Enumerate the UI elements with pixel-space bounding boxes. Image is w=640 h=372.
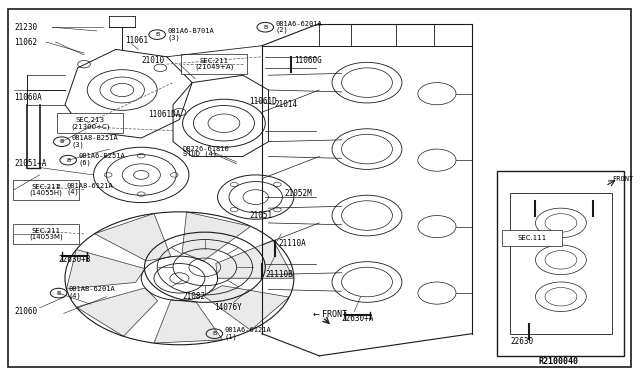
Text: 21230: 21230 [14,23,37,32]
Text: (4): (4) [68,293,81,299]
Text: 21051+A: 21051+A [14,159,47,169]
Text: 081A6-B251A: 081A6-B251A [78,154,125,160]
Text: B: B [212,331,216,336]
Text: (6): (6) [78,160,91,166]
FancyBboxPatch shape [8,9,631,367]
Text: B: B [57,183,60,189]
FancyBboxPatch shape [181,54,248,74]
Text: 081A6-6201A: 081A6-6201A [275,20,322,26]
Polygon shape [204,286,289,330]
Text: SEC.211: SEC.211 [31,184,60,190]
Text: SEC.111: SEC.111 [518,235,547,241]
Text: 11060G: 11060G [294,56,322,65]
Text: (1): (1) [225,333,237,340]
FancyBboxPatch shape [13,180,79,200]
Text: 11062: 11062 [14,38,37,46]
Text: 11060A: 11060A [14,93,42,102]
Text: 11061D: 11061D [250,97,277,106]
Polygon shape [154,300,223,343]
Text: SEC.211: SEC.211 [200,58,229,64]
Text: B: B [155,32,159,37]
Text: (3): (3) [167,34,180,41]
Text: 11061: 11061 [125,36,148,45]
Text: (3): (3) [72,141,84,148]
Text: 22630: 22630 [510,337,533,346]
Polygon shape [95,214,171,261]
Text: 081AB-6201A: 081AB-6201A [68,286,116,292]
Text: 21052M: 21052M [284,189,312,198]
Polygon shape [76,288,157,336]
Text: $\leftarrow$FRONT: $\leftarrow$FRONT [311,308,348,319]
Polygon shape [182,212,251,261]
Text: SEC.213: SEC.213 [76,117,105,123]
Polygon shape [67,250,145,289]
Text: 21010: 21010 [141,56,164,65]
Text: 21060: 21060 [14,307,37,316]
Text: (14055H): (14055H) [29,189,62,196]
Text: (21300+C): (21300+C) [71,123,109,129]
Text: 14076Y: 14076Y [214,303,242,312]
FancyBboxPatch shape [502,230,562,246]
Text: FRONT: FRONT [612,176,633,182]
Text: R2100040: R2100040 [539,357,579,366]
Text: STUD (4): STUD (4) [182,150,216,157]
Text: 21082: 21082 [182,292,205,301]
Text: DB226-61810: DB226-61810 [182,146,229,152]
Text: 21110A: 21110A [278,239,306,248]
Text: B: B [60,139,64,144]
FancyBboxPatch shape [497,171,625,356]
FancyBboxPatch shape [58,113,124,133]
Text: (21049+A): (21049+A) [195,64,234,70]
Text: (4): (4) [67,188,79,195]
Text: SEC.211: SEC.211 [31,228,60,234]
Text: 11061DA: 11061DA [148,109,180,119]
Text: 081A8-6121A: 081A8-6121A [67,183,113,189]
Text: B: B [56,291,61,296]
Text: 22630+B: 22630+B [59,255,91,264]
Text: B: B [66,158,70,163]
Text: B: B [263,25,268,30]
Text: 21110B: 21110B [265,270,293,279]
FancyBboxPatch shape [13,224,79,244]
Text: 22630+A: 22630+A [342,314,374,323]
Text: 081A6-6121A: 081A6-6121A [225,327,271,333]
Text: (2): (2) [275,27,288,33]
Text: 21051: 21051 [250,211,273,220]
Text: 081A8-B251A: 081A8-B251A [72,135,118,141]
Text: (14053M): (14053M) [29,234,63,240]
Text: 21014: 21014 [275,100,298,109]
Text: 081A6-B701A: 081A6-B701A [167,28,214,34]
Polygon shape [216,240,294,278]
